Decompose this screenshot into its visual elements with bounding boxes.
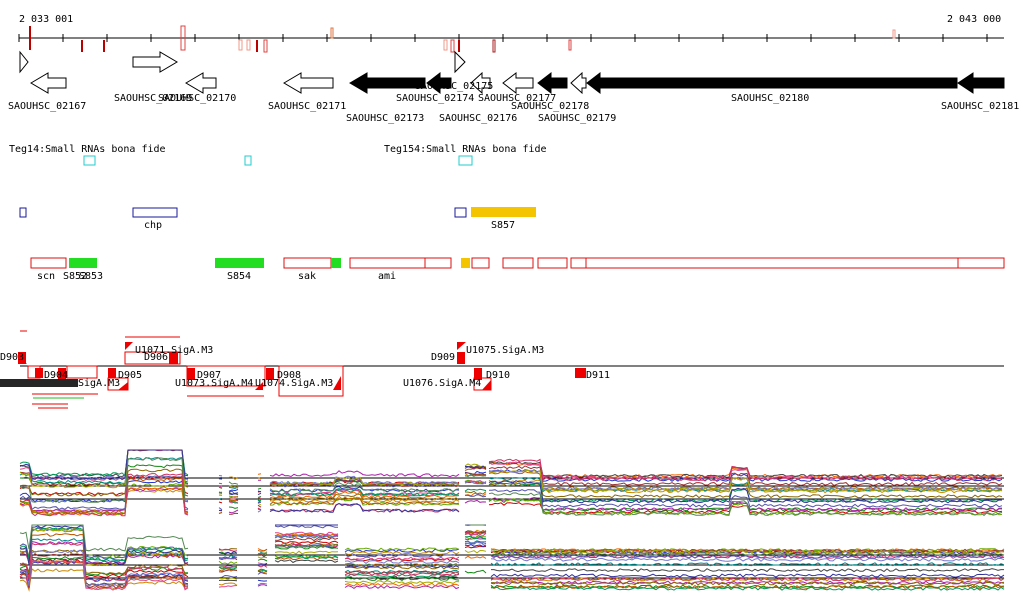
gene-label: SAOUHSC_02173 [346,113,424,124]
promoter-label: U1073.SigA.M4 [175,378,253,389]
feature-box-s854[interactable] [215,258,264,268]
promoter-label: D905 [118,370,142,381]
feature-box[interactable] [461,258,470,268]
gene-label: SAOUHSC_02169 [114,93,192,104]
expression-panel-bottom [19,524,1005,592]
gene-label: SAOUHSC_02176 [439,113,517,124]
ruler-start-label: 2 033 001 [19,14,73,25]
promoter-label: D909 [431,352,455,363]
promoter-label: D907 [197,370,221,381]
feature-box-scn[interactable] [30,257,67,269]
gene-label: SAOUHSC_02180 [731,93,809,104]
feature-box-s857[interactable] [471,207,536,217]
feature-label: S854 [227,271,251,282]
gene-label: SAOUHSC_02181 [941,101,1019,112]
feature-box-sak[interactable] [283,257,332,269]
terminator-marker[interactable] [457,352,465,364]
gene-label: SAOUHSC_02179 [538,113,616,124]
gene-arrow-saouhsc-02176[interactable] [470,71,491,95]
promoter-label: U1071.SigA.M3 [135,345,213,356]
terminator-marker[interactable] [35,368,43,378]
gene-arrow-saouhsc-02173[interactable] [349,72,426,94]
feature-label: scn [37,271,55,282]
small-rna-feature[interactable] [244,155,252,166]
terminator-marker[interactable] [575,368,586,378]
terminator-marker[interactable] [108,368,116,378]
feature-box-ami[interactable] [349,257,426,269]
feature-label: S857 [491,220,515,231]
promoter-label: SigA.M3 [78,378,120,389]
terminator-marker[interactable] [474,368,482,380]
terminator-marker[interactable] [169,352,178,364]
feature-track-blue: chp S857 [19,207,536,231]
gene-arrow-saouhsc-02169[interactable] [132,51,178,73]
gene-label: SAOUHSC_02175 [415,81,493,92]
small-rna-feature[interactable] [83,155,96,166]
small-rna-feature[interactable] [458,155,473,166]
gene-arrow-saouhsc-02177[interactable] [502,71,534,95]
gene-label: SAOUHSC_02174 [396,93,474,104]
promoter-label: U1076.SigA.M4 [403,378,481,389]
feature-track-red: scn S852 S853 S854 sak ami [30,257,1005,282]
ruler-end-label: 2 043 000 [947,14,1001,25]
terminator-marker[interactable] [187,368,195,380]
feature-label: sak [298,271,316,282]
gene-track: SAOUHSC_02167 SAOUHSC_02169 SAOUHSC_0217… [8,50,1019,124]
gene-label: SAOUHSC_02170 [158,93,236,104]
ruler: 2 033 001 2 043 000 [18,14,1004,53]
ruler-feature-marks [29,25,896,53]
small-rna-label: Teg154:Small RNAs bona fide [384,144,547,155]
gene-arrow-saouhsc-02170[interactable] [185,72,217,94]
promoter-label: D910 [486,370,510,381]
gene-arrow-saouhsc-02171[interactable] [283,72,334,94]
gene-arrow-saouhsc-02167[interactable] [30,72,67,94]
gene-arrow-saouhsc-02180[interactable] [586,71,958,95]
feature-label: S853 [79,271,103,282]
terminator-marker[interactable] [266,368,274,380]
gene-arrow-saouhsc-02181[interactable] [957,72,1005,94]
feature-box[interactable] [424,257,452,269]
promoter-label: D911 [586,370,610,381]
gene-label: SAOUHSC_02178 [511,101,589,112]
feature-label: ami [378,271,396,282]
promoter-label: D906 [144,352,168,363]
feature-box[interactable] [570,257,587,269]
promoter-markers [18,342,586,390]
small-rna-track: Teg14:Small RNAs bona fide Teg154:Small … [9,144,547,166]
gene-fragment-arrow[interactable] [454,50,466,74]
gene-label: SAOUHSC_02171 [268,101,346,112]
feature-box[interactable] [502,257,534,269]
feature-box[interactable] [585,257,959,269]
feature-box[interactable] [957,257,1005,269]
promoter-label: D904 [44,370,68,381]
gene-arrow-saouhsc-02178[interactable] [537,71,568,95]
feature-box-chp[interactable] [132,207,178,218]
gene-fragment-arrow[interactable] [19,50,29,74]
feature-box[interactable] [537,257,568,269]
feature-box[interactable] [19,207,27,218]
promoter-track: D903 D904 U1071.SigA.M3 D905 D906 D907 D… [0,330,1004,409]
expression-panel-top [19,449,1004,517]
feature-label: chp [144,220,162,231]
promoter-label: D903 [0,352,24,363]
feature-box[interactable] [331,258,341,268]
small-rna-label: Teg14:Small RNAs bona fide [9,144,166,155]
feature-box-s853[interactable] [69,258,97,268]
feature-box[interactable] [471,257,490,269]
overlapping-label-cluster [0,379,78,387]
feature-box[interactable] [454,207,467,218]
feature-label: S852 [63,271,87,282]
promoter-label: D908 [277,370,301,381]
terminator-marker[interactable] [18,352,26,364]
gene-label: SAOUHSC_02177 [478,93,556,104]
gene-arrow-saouhsc-02179[interactable] [570,71,587,95]
promoter-label: U1075.SigA.M3 [466,345,544,356]
promoter-label: U1074.SigA.M3 [255,378,333,389]
gene-label: SAOUHSC_02167 [8,101,86,112]
gene-arrow-saouhsc-02174[interactable] [426,71,452,95]
